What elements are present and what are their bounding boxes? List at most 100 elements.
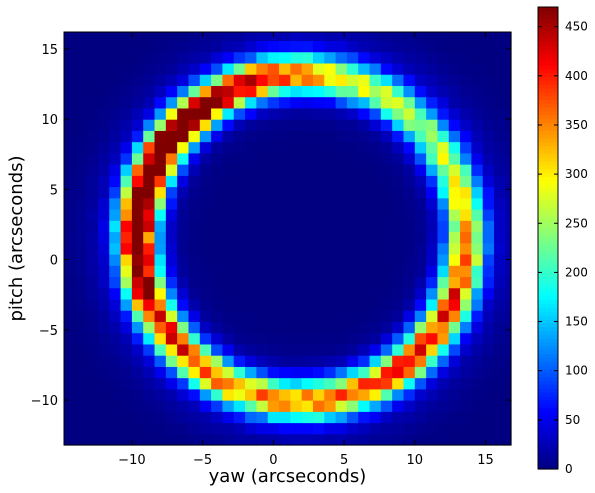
- heatmap-cell: [380, 40, 393, 53]
- heatmap-cell: [120, 433, 133, 446]
- colorbar-segment: [538, 272, 558, 278]
- heatmap-cell: [437, 321, 450, 334]
- heatmap-cell: [154, 411, 167, 424]
- colorbar-segment: [538, 349, 558, 355]
- colorbar-segment: [538, 299, 558, 305]
- heatmap-cell: [131, 287, 144, 300]
- heatmap-cell: [188, 422, 201, 435]
- heatmap-cell: [256, 130, 269, 143]
- heatmap-cell: [188, 152, 201, 165]
- heatmap-cell: [279, 422, 291, 435]
- heatmap-cell: [335, 186, 348, 199]
- heatmap-cell: [482, 388, 495, 401]
- heatmap-cell: [380, 51, 393, 64]
- heatmap-cell: [358, 242, 371, 255]
- heatmap-cell: [369, 388, 382, 401]
- heatmap-cell: [64, 96, 76, 109]
- heatmap-cell: [256, 400, 269, 412]
- heatmap-cell: [482, 164, 495, 176]
- heatmap-cell: [154, 422, 167, 435]
- heatmap-cell: [256, 96, 269, 109]
- heatmap-cell: [143, 388, 156, 401]
- heatmap-cell: [199, 355, 212, 367]
- heatmap-cell: [460, 96, 472, 109]
- heatmap-cell: [414, 107, 427, 120]
- heatmap-cell: [267, 321, 280, 334]
- heatmap-cell: [165, 107, 178, 120]
- heatmap-cell: [290, 51, 303, 64]
- heatmap-cell: [437, 141, 450, 154]
- heatmap-cell: [131, 265, 144, 278]
- heatmap-cell: [437, 298, 450, 311]
- heatmap-cell: [471, 355, 484, 367]
- colorbar-segment: [538, 341, 558, 347]
- heatmap-cell: [279, 433, 291, 446]
- heatmap-cell: [324, 74, 337, 86]
- heatmap-cell: [494, 287, 506, 300]
- heatmap-cell: [109, 400, 122, 412]
- heatmap-cell: [211, 32, 224, 42]
- heatmap-cell: [290, 400, 303, 412]
- heatmap-cell: [358, 411, 371, 424]
- heatmap-cell: [358, 130, 371, 143]
- heatmap-cell: [403, 287, 416, 300]
- heatmap-cell: [143, 422, 156, 435]
- heatmap-cell: [471, 377, 484, 390]
- heatmap-cell: [460, 321, 472, 334]
- heatmap-cell: [131, 343, 144, 356]
- heatmap-cell: [245, 197, 257, 210]
- heatmap-cell: [290, 253, 303, 266]
- heatmap-cell: [290, 62, 303, 75]
- heatmap-cell: [199, 253, 212, 266]
- heatmap-cell: [482, 152, 495, 165]
- colorbar-segment: [538, 372, 558, 378]
- heatmap-cell: [222, 287, 235, 300]
- heatmap-cell: [324, 119, 337, 131]
- heatmap-cell: [392, 32, 405, 42]
- heatmap-cell: [109, 197, 122, 210]
- heatmap-cell: [290, 107, 303, 120]
- heatmap-cell: [426, 310, 439, 322]
- heatmap-cell: [482, 51, 495, 64]
- heatmap-cell: [154, 220, 167, 233]
- heatmap-cell: [233, 366, 246, 379]
- heatmap-cell: [471, 220, 484, 233]
- heatmap-cell: [211, 74, 224, 86]
- heatmap-cell: [494, 355, 506, 367]
- heatmap-cell: [414, 175, 427, 188]
- heatmap-cell: [64, 130, 76, 143]
- heatmap-cell: [505, 141, 512, 154]
- colorbar-segment: [538, 222, 558, 228]
- heatmap-cell: [369, 164, 382, 176]
- heatmap-cell: [279, 242, 291, 255]
- heatmap-cell: [256, 74, 269, 86]
- heatmap-cell: [75, 175, 88, 188]
- heatmap-cell: [177, 287, 190, 300]
- heatmap-cell: [494, 152, 506, 165]
- heatmap-cell: [482, 298, 495, 311]
- heatmap-cell: [143, 130, 156, 143]
- heatmap-cell: [437, 40, 450, 53]
- heatmap-cell: [414, 96, 427, 109]
- heatmap-cell: [290, 119, 303, 131]
- heatmap-cell: [426, 388, 439, 401]
- colorbar-segment: [538, 280, 558, 285]
- heatmap-cell: [460, 197, 472, 210]
- heatmap-cell: [154, 32, 167, 42]
- colorbar-segment: [538, 284, 558, 289]
- heatmap-cell: [346, 265, 359, 278]
- colorbar-segment: [538, 180, 558, 185]
- heatmap-cell: [301, 321, 314, 334]
- heatmap-cell: [505, 343, 512, 356]
- heatmap-cell: [380, 141, 393, 154]
- heatmap-cell: [414, 253, 427, 266]
- heatmap-cell: [199, 321, 212, 334]
- heatmap-cell: [460, 220, 472, 233]
- heatmap-cell: [245, 276, 257, 289]
- heatmap-cell: [358, 62, 371, 75]
- heatmap-cell: [426, 51, 439, 64]
- colorbar-segment: [538, 64, 558, 70]
- heatmap-cell: [448, 107, 461, 120]
- heatmap-cell: [482, 343, 495, 356]
- heatmap-cell: [301, 310, 314, 322]
